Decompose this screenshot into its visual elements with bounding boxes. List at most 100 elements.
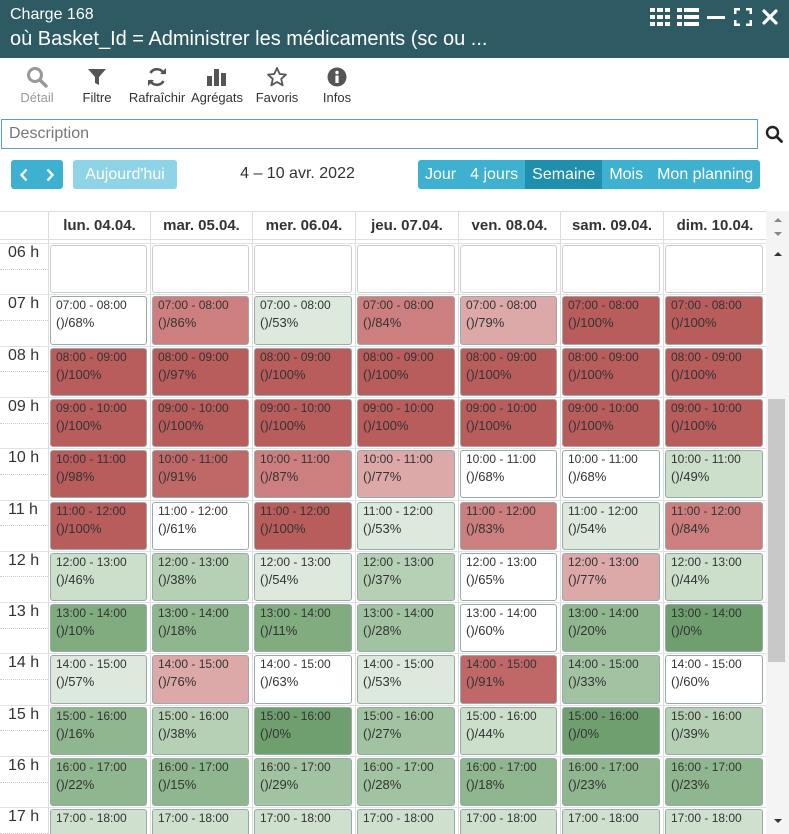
maximize-icon[interactable] <box>732 6 754 28</box>
calendar-event[interactable]: 17:00 - 18:00 <box>562 809 660 834</box>
calendar-event[interactable]: 14:00 - 15:00 ()/60% <box>665 655 763 704</box>
calendar-event[interactable]: 17:00 - 18:00 <box>152 809 249 834</box>
calendar-event[interactable]: 07:00 - 08:00 ()/79% <box>460 296 557 345</box>
calendar-event[interactable]: 08:00 - 09:00 ()/100% <box>50 347 147 396</box>
view-4days-button[interactable]: 4 jours <box>463 160 526 189</box>
calendar-event[interactable]: 08:00 - 09:00 ()/100% <box>665 347 763 396</box>
calendar-event[interactable]: 15:00 - 16:00 ()/38% <box>152 706 249 755</box>
calendar-event[interactable]: 17:00 - 18:00 <box>50 809 147 834</box>
calendar-event[interactable]: 08:00 - 09:00 ()/100% <box>357 347 455 396</box>
view-day-button[interactable]: Jour <box>418 160 464 189</box>
calendar-event[interactable]: 10:00 - 11:00 ()/68% <box>562 450 660 499</box>
calendar-event[interactable]: 11:00 - 12:00 ()/53% <box>357 501 455 550</box>
calendar-event[interactable]: 14:00 - 15:00 ()/91% <box>460 655 557 704</box>
calendar-event[interactable]: 16:00 - 17:00 ()/22% <box>50 758 147 807</box>
calendar-event[interactable]: 12:00 - 13:00 ()/65% <box>460 552 557 602</box>
empty-slot[interactable] <box>665 245 763 294</box>
calendar-event[interactable]: 13:00 - 14:00 ()/0% <box>665 604 763 653</box>
calendar-event[interactable]: 11:00 - 12:00 ()/61% <box>152 501 249 550</box>
detail-button[interactable]: Détail <box>13 64 61 112</box>
calendar-event[interactable]: 12:00 - 13:00 ()/54% <box>254 552 352 602</box>
calendar-event[interactable]: 16:00 - 17:00 ()/23% <box>665 758 763 807</box>
info-button[interactable]: Infos <box>313 64 361 112</box>
calendar-event[interactable]: 17:00 - 18:00 <box>665 809 763 834</box>
calendar-event[interactable]: 14:00 - 15:00 ()/33% <box>562 655 660 704</box>
calendar-event[interactable]: 14:00 - 15:00 ()/53% <box>357 655 455 704</box>
empty-slot[interactable] <box>152 245 249 294</box>
calendar-event[interactable]: 09:00 - 10:00 ()/100% <box>665 398 763 448</box>
calendar-event[interactable]: 16:00 - 17:00 ()/29% <box>254 758 352 807</box>
calendar-event[interactable]: 10:00 - 11:00 ()/49% <box>665 450 763 499</box>
calendar-event[interactable]: 10:00 - 11:00 ()/87% <box>254 450 352 499</box>
calendar-event[interactable]: 16:00 - 17:00 ()/15% <box>152 758 249 807</box>
empty-slot[interactable] <box>50 245 147 294</box>
view-week-button[interactable]: Semaine <box>525 160 603 189</box>
scroll-up-small-icon[interactable] <box>766 213 789 227</box>
empty-slot[interactable] <box>254 245 352 294</box>
calendar-event[interactable]: 12:00 - 13:00 ()/38% <box>152 552 249 602</box>
calendar-event[interactable]: 11:00 - 12:00 ()/83% <box>460 501 557 550</box>
filter-button[interactable]: Filtre <box>73 64 121 112</box>
scroll-down-icon[interactable] <box>766 814 789 828</box>
empty-slot[interactable] <box>357 245 455 294</box>
calendar-event[interactable]: 14:00 - 15:00 ()/76% <box>152 655 249 704</box>
calendar-event[interactable]: 12:00 - 13:00 ()/77% <box>562 552 660 602</box>
calendar-event[interactable]: 09:00 - 10:00 ()/100% <box>254 398 352 448</box>
calendar-event[interactable]: 13:00 - 14:00 ()/28% <box>357 604 455 653</box>
calendar-event[interactable]: 08:00 - 09:00 ()/97% <box>152 347 249 396</box>
calendar-event[interactable]: 11:00 - 12:00 ()/100% <box>50 501 147 550</box>
scrollbar[interactable] <box>766 211 789 834</box>
view-my-planning-button[interactable]: Mon planning <box>650 160 761 189</box>
calendar-event[interactable]: 09:00 - 10:00 ()/100% <box>460 398 557 448</box>
calendar-event[interactable]: 14:00 - 15:00 ()/63% <box>254 655 352 704</box>
empty-slot[interactable] <box>562 245 660 294</box>
favorites-button[interactable]: Favoris <box>253 64 301 112</box>
calendar-event[interactable]: 15:00 - 16:00 ()/16% <box>50 706 147 755</box>
calendar-event[interactable]: 16:00 - 17:00 ()/28% <box>357 758 455 807</box>
calendar-event[interactable]: 15:00 - 16:00 ()/0% <box>254 706 352 755</box>
calendar-event[interactable]: 16:00 - 17:00 ()/18% <box>460 758 557 807</box>
calendar-event[interactable]: 07:00 - 08:00 ()/84% <box>357 296 455 345</box>
scroll-down-small-icon[interactable] <box>766 227 789 241</box>
calendar-event[interactable]: 09:00 - 10:00 ()/100% <box>562 398 660 448</box>
calendar-event[interactable]: 08:00 - 09:00 ()/100% <box>460 347 557 396</box>
calendar-event[interactable]: 13:00 - 14:00 ()/20% <box>562 604 660 653</box>
calendar-event[interactable]: 13:00 - 14:00 ()/18% <box>152 604 249 653</box>
list-view-icon[interactable] <box>676 6 700 28</box>
today-button[interactable]: Aujourd'hui <box>73 160 177 189</box>
calendar-event[interactable]: 17:00 - 18:00 <box>254 809 352 834</box>
calendar-event[interactable]: 13:00 - 14:00 ()/10% <box>50 604 147 653</box>
calendar-event[interactable]: 07:00 - 08:00 ()/68% <box>50 296 147 345</box>
calendar-event[interactable]: 08:00 - 09:00 ()/100% <box>562 347 660 396</box>
calendar-event[interactable]: 16:00 - 17:00 ()/23% <box>562 758 660 807</box>
calendar-event[interactable]: 12:00 - 13:00 ()/44% <box>665 552 763 602</box>
refresh-button[interactable]: Rafraîchir <box>126 64 188 112</box>
calendar-event[interactable]: 07:00 - 08:00 ()/100% <box>562 296 660 345</box>
calendar-event[interactable]: 11:00 - 12:00 ()/100% <box>254 501 352 550</box>
calendar-event[interactable]: 15:00 - 16:00 ()/44% <box>460 706 557 755</box>
calendar-event[interactable]: 12:00 - 13:00 ()/46% <box>50 552 147 602</box>
grid-view-icon[interactable] <box>649 6 671 28</box>
calendar-event[interactable]: 09:00 - 10:00 ()/100% <box>152 398 249 448</box>
calendar-event[interactable]: 08:00 - 09:00 ()/100% <box>254 347 352 396</box>
calendar-event[interactable]: 15:00 - 16:00 ()/0% <box>562 706 660 755</box>
empty-slot[interactable] <box>460 245 557 294</box>
calendar-event[interactable]: 07:00 - 08:00 ()/53% <box>254 296 352 345</box>
calendar-event[interactable]: 07:00 - 08:00 ()/86% <box>152 296 249 345</box>
scroll-thumb[interactable] <box>768 399 785 662</box>
calendar-event[interactable]: 11:00 - 12:00 ()/54% <box>562 501 660 550</box>
previous-week-button[interactable] <box>11 160 37 189</box>
minimize-icon[interactable] <box>705 6 727 28</box>
scroll-up-icon[interactable] <box>766 247 789 261</box>
search-input[interactable] <box>1 119 758 149</box>
calendar-event[interactable]: 13:00 - 14:00 ()/11% <box>254 604 352 653</box>
calendar-event[interactable]: 12:00 - 13:00 ()/37% <box>357 552 455 602</box>
calendar-event[interactable]: 09:00 - 10:00 ()/100% <box>357 398 455 448</box>
view-month-button[interactable]: Mois <box>602 160 651 189</box>
calendar-event[interactable]: 17:00 - 18:00 <box>357 809 455 834</box>
calendar-event[interactable]: 17:00 - 18:00 <box>460 809 557 834</box>
calendar-event[interactable]: 15:00 - 16:00 ()/27% <box>357 706 455 755</box>
next-week-button[interactable] <box>37 160 63 189</box>
calendar-event[interactable]: 10:00 - 11:00 ()/98% <box>50 450 147 499</box>
close-icon[interactable] <box>759 6 781 28</box>
